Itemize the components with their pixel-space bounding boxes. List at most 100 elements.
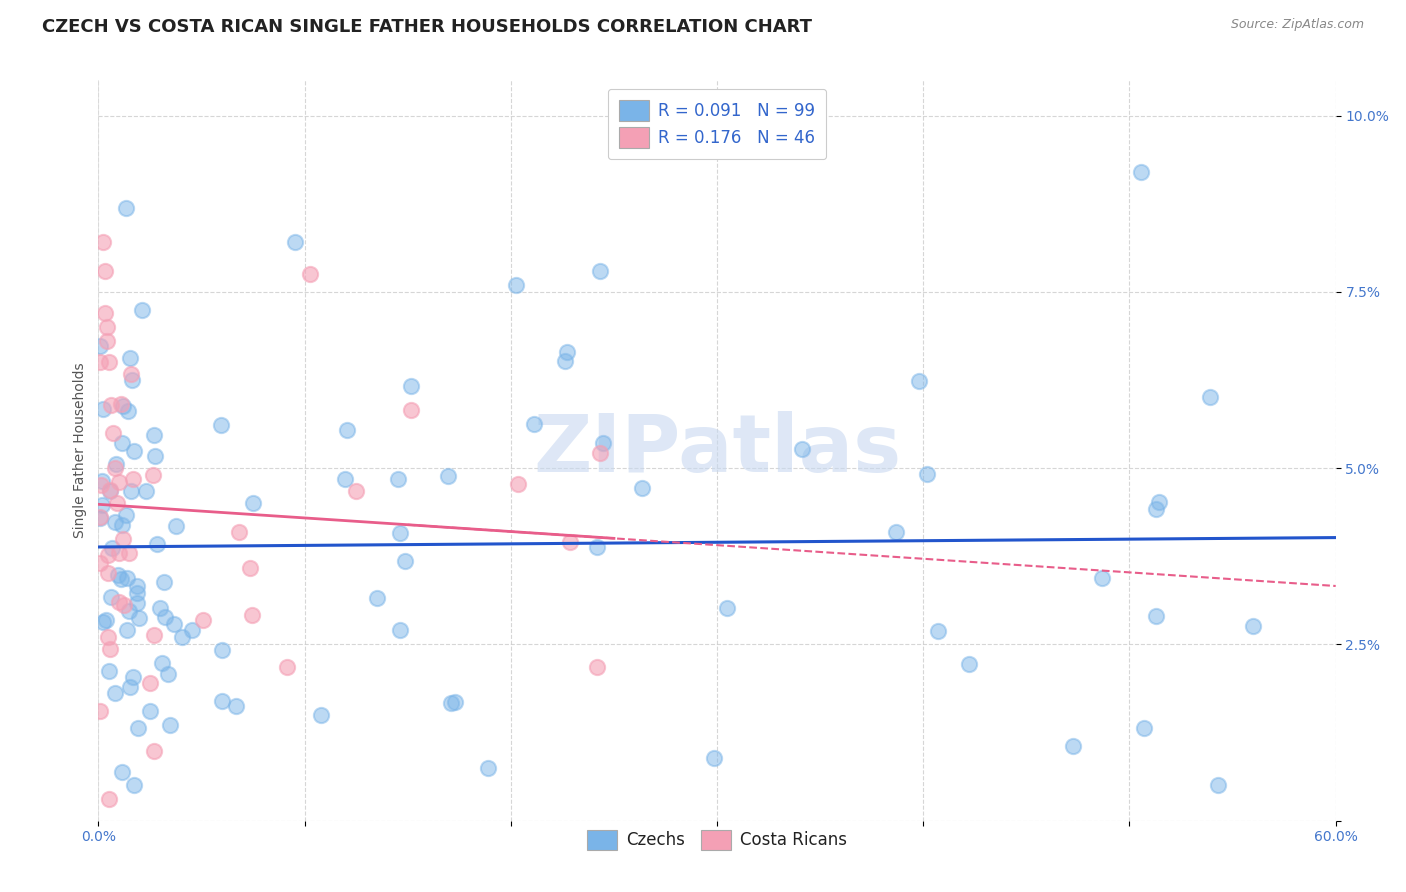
Point xyxy=(142,427,165,442)
Point xyxy=(115,623,138,637)
Point xyxy=(589,263,612,277)
Point xyxy=(150,656,173,670)
Point xyxy=(120,484,142,499)
Point xyxy=(89,510,111,524)
Point xyxy=(1144,609,1167,624)
Point xyxy=(555,344,578,359)
Point xyxy=(98,483,121,498)
Point xyxy=(115,571,138,585)
Point xyxy=(1132,721,1154,735)
Point xyxy=(1062,739,1084,753)
Point xyxy=(104,457,127,471)
Point xyxy=(96,334,118,348)
Point xyxy=(1206,778,1229,792)
Point xyxy=(135,484,157,499)
Point xyxy=(387,472,409,486)
Point xyxy=(115,508,138,522)
Point xyxy=(240,607,263,622)
Point xyxy=(100,590,122,604)
Point xyxy=(98,483,121,497)
Point xyxy=(91,615,114,630)
Point xyxy=(91,498,114,512)
Point xyxy=(107,546,129,560)
Point xyxy=(108,475,131,490)
Point xyxy=(389,525,412,540)
Point xyxy=(142,467,165,482)
Point xyxy=(437,469,460,483)
Point xyxy=(1130,165,1153,179)
Point xyxy=(586,660,609,674)
Point xyxy=(100,398,122,412)
Y-axis label: Single Father Households: Single Father Households xyxy=(73,363,87,538)
Point xyxy=(91,474,114,488)
Point xyxy=(366,591,388,605)
Point xyxy=(399,379,422,393)
Point xyxy=(792,442,814,456)
Point xyxy=(104,461,127,475)
Point xyxy=(90,478,112,492)
Text: CZECH VS COSTA RICAN SINGLE FATHER HOUSEHOLDS CORRELATION CHART: CZECH VS COSTA RICAN SINGLE FATHER HOUSE… xyxy=(42,18,813,36)
Point xyxy=(917,467,939,481)
Point xyxy=(101,541,124,555)
Point xyxy=(145,449,167,463)
Point xyxy=(111,764,134,779)
Point xyxy=(560,535,582,549)
Point xyxy=(93,263,115,277)
Point xyxy=(118,604,141,618)
Point xyxy=(209,418,232,433)
Point xyxy=(242,496,264,510)
Point xyxy=(1144,502,1167,516)
Point xyxy=(335,472,357,486)
Point xyxy=(101,425,124,440)
Point xyxy=(89,704,111,718)
Point xyxy=(115,201,138,215)
Point xyxy=(89,339,111,353)
Point xyxy=(127,722,149,736)
Point xyxy=(131,303,153,318)
Point xyxy=(166,519,188,533)
Point xyxy=(112,598,135,612)
Point xyxy=(589,446,612,460)
Point xyxy=(143,628,166,642)
Point xyxy=(239,561,262,575)
Point xyxy=(309,707,332,722)
Point xyxy=(105,496,128,510)
Point xyxy=(139,676,162,690)
Point xyxy=(97,792,120,806)
Point xyxy=(143,744,166,758)
Point xyxy=(153,609,176,624)
Point xyxy=(97,566,120,580)
Point xyxy=(586,540,609,554)
Point xyxy=(94,613,117,627)
Point xyxy=(389,623,412,637)
Point xyxy=(97,665,120,679)
Point xyxy=(211,643,233,657)
Point xyxy=(112,532,135,546)
Point xyxy=(884,524,907,539)
Point xyxy=(703,751,725,765)
Point xyxy=(157,666,180,681)
Point xyxy=(477,761,499,775)
Point xyxy=(117,404,139,418)
Point xyxy=(163,616,186,631)
Point xyxy=(128,611,150,625)
Point xyxy=(228,524,250,539)
Point xyxy=(118,546,141,560)
Point xyxy=(125,586,148,600)
Point xyxy=(91,235,114,250)
Point xyxy=(399,403,422,417)
Point xyxy=(96,320,118,334)
Point xyxy=(97,355,120,369)
Point xyxy=(111,517,134,532)
Text: Source: ZipAtlas.com: Source: ZipAtlas.com xyxy=(1230,18,1364,31)
Point xyxy=(172,630,194,644)
Point xyxy=(959,657,981,672)
Point xyxy=(554,354,576,368)
Point xyxy=(107,568,129,582)
Point xyxy=(630,481,652,495)
Point xyxy=(716,601,738,615)
Point xyxy=(122,670,145,684)
Point xyxy=(104,515,127,529)
Legend: Czechs, Costa Ricans: Czechs, Costa Ricans xyxy=(581,823,853,856)
Point xyxy=(97,631,120,645)
